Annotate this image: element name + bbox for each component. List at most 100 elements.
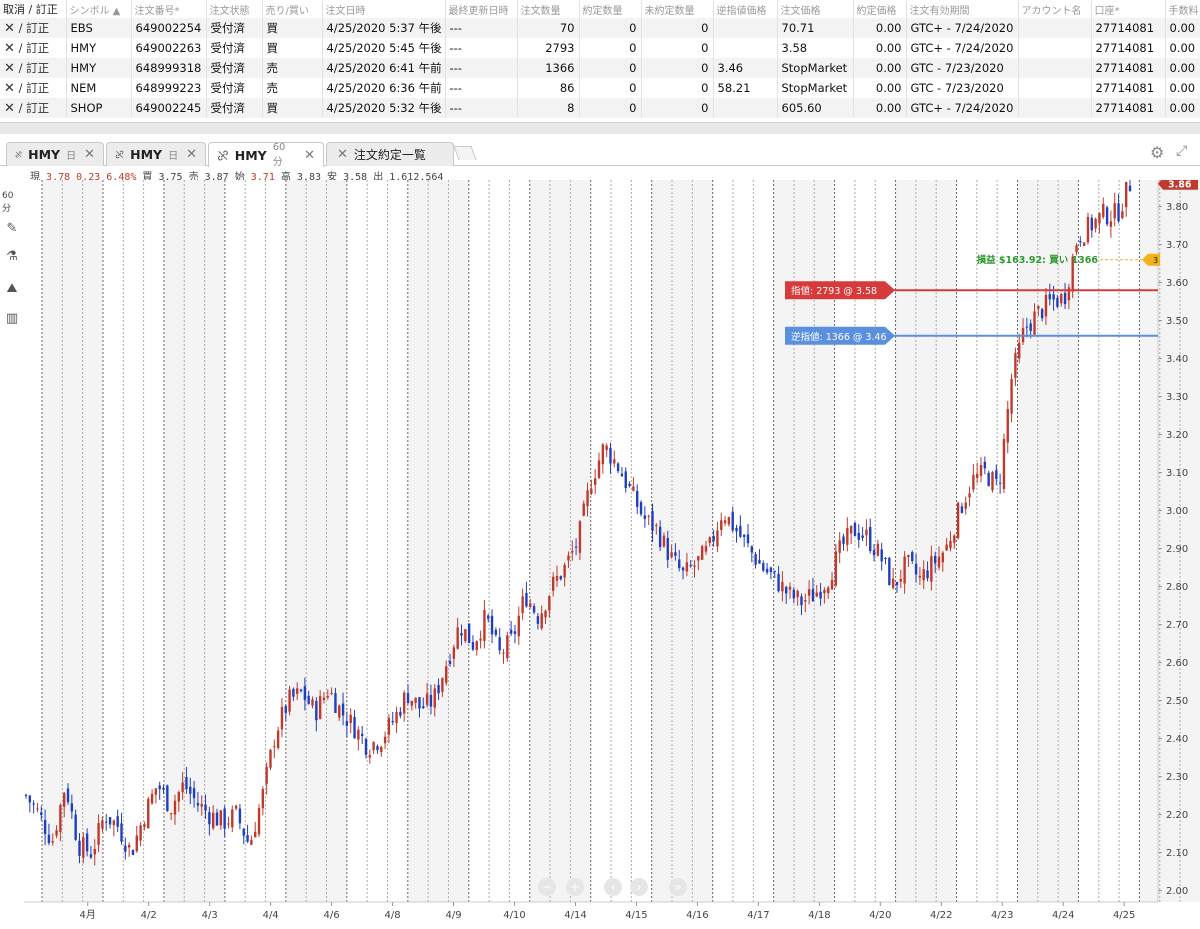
candle-body (945, 544, 948, 551)
col-header-qty[interactable]: 注文数量 (517, 0, 580, 18)
col-header-account-name[interactable]: アカウント名 (1018, 0, 1092, 18)
candle-body (185, 777, 188, 790)
col-header-status[interactable]: 注文状態 (206, 0, 263, 18)
cancel-order-icon[interactable]: ✕ (4, 101, 15, 116)
tab-hmy-daily-2[interactable]: HMY 日 ✕ (106, 142, 206, 166)
cancel-order-icon[interactable]: ✕ (4, 81, 15, 96)
candle-body (861, 535, 864, 538)
candle-body (762, 563, 765, 571)
new-tab-button[interactable] (453, 146, 477, 160)
candle-body (36, 808, 39, 810)
close-icon[interactable]: ✕ (337, 147, 348, 162)
candle-body (1079, 241, 1082, 243)
gear-icon[interactable]: ⚙ (1150, 143, 1165, 162)
edit-order-link[interactable]: / 訂正 (18, 41, 50, 55)
col-header-fee[interactable]: 手数料 (1165, 0, 1200, 18)
candle-body (66, 788, 70, 803)
zoom-out-icon[interactable] (538, 878, 556, 896)
stop-order-tag[interactable] (785, 326, 895, 345)
x-tick-label: 4/24 (1052, 910, 1074, 921)
col-header-symbol[interactable]: シンボル ▲ (66, 0, 132, 18)
candle-body (40, 812, 43, 816)
cell-symbol: EBS (66, 18, 132, 38)
cell-fill-price: 0.00 (853, 38, 907, 58)
candle-body (998, 482, 1002, 484)
candle-body (765, 568, 769, 573)
candle-body (1075, 245, 1078, 253)
candle-body (773, 570, 776, 572)
candle-body (150, 793, 154, 804)
candle-body (563, 564, 566, 578)
cancel-order-icon[interactable]: ✕ (4, 21, 15, 36)
candle-body (1086, 216, 1090, 243)
tab-hmy-60min[interactable]: HMY 60 分 ✕ (208, 142, 324, 168)
col-header-cancel[interactable]: 取消 / 訂正 (0, 0, 67, 18)
col-header-order-no[interactable]: 注文番号* (131, 0, 207, 18)
position-marker[interactable] (1142, 253, 1160, 266)
col-header-unfilled[interactable]: 未約定数量 (641, 0, 714, 18)
col-header-validity[interactable]: 注文有効期間 (906, 0, 1019, 18)
limit-order-tag[interactable] (785, 281, 895, 300)
candle-body (865, 529, 868, 536)
cell-account-name (1018, 98, 1092, 118)
candle-body (834, 551, 838, 586)
table-row[interactable]: ✕ / 訂正 SHOP 649002245 受付済買 4/25/2020 5:32 午後… (0, 98, 1200, 118)
edit-order-link[interactable]: / 訂正 (18, 81, 50, 95)
candle-body (632, 486, 635, 491)
col-header-updated[interactable]: 最終更新日時 (445, 0, 518, 18)
cell-status: 受付済 (206, 78, 263, 98)
table-row[interactable]: ✕ / 訂正 HMY 648999318 受付済売 4/25/2020 6:41 午前 -… (0, 58, 1200, 78)
table-row[interactable]: ✕ / 訂正 EBS 649002254 受付済買 4/25/2020 5:37 午後 -… (0, 18, 1200, 38)
edit-order-link[interactable]: / 訂正 (18, 101, 50, 115)
candle-body (555, 575, 559, 581)
candle-body (1018, 342, 1021, 359)
bar-chart-icon[interactable]: ▥ (5, 310, 19, 326)
table-row[interactable]: ✕ / 訂正 NEM 648999223 受付済売 4/25/2020 6:36 午前 -… (0, 78, 1200, 98)
candle-body (192, 788, 196, 799)
scroll-end-icon[interactable] (669, 878, 687, 896)
panel-splitter[interactable] (0, 122, 1200, 134)
tab-hmy-daily-1[interactable]: HMY 日 ✕ (6, 142, 104, 166)
pen-icon[interactable]: ✎ (6, 220, 18, 236)
scroll-right-icon[interactable] (630, 878, 648, 896)
zoom-out-icon-glyph: − (542, 880, 552, 894)
scroll-left-icon[interactable] (604, 878, 622, 896)
cell-price: 3.58 (777, 38, 854, 58)
candle-body (712, 535, 715, 542)
col-header-fill-price[interactable]: 約定価格 (853, 0, 907, 18)
candle-body (846, 528, 849, 545)
interval-selector[interactable]: 60分 (2, 190, 14, 214)
price-chart[interactable]: 2.00 2.10 2.20 2.30 2.40 2.50 2.60 2.70 2.80 2.90… (0, 180, 1200, 929)
mountain-chart-icon[interactable]: ⛰ (6, 280, 18, 296)
edit-order-link[interactable]: / 訂正 (18, 61, 50, 75)
y-tick-label: 2.50 (1166, 696, 1188, 707)
col-header-side[interactable]: 売り/買い (262, 0, 323, 18)
x-tick-label: 4/14 (564, 910, 586, 921)
cell-account: 27714081 (1091, 78, 1166, 98)
col-header-order-time[interactable]: 注文日時 (322, 0, 446, 18)
col-header-filled[interactable]: 約定数量 (579, 0, 642, 18)
candle-body (322, 697, 326, 701)
candle-body (972, 474, 975, 490)
col-header-order-price[interactable]: 注文価格 (777, 0, 854, 18)
cell-updated: --- (445, 98, 518, 118)
candle-body (1037, 305, 1040, 309)
candle-body (261, 788, 265, 809)
close-icon[interactable]: ✕ (304, 147, 315, 163)
zoom-in-icon[interactable] (566, 878, 584, 896)
price-change: 0.23 (76, 172, 101, 183)
edit-order-link[interactable]: / 訂正 (18, 21, 50, 35)
table-row[interactable]: ✕ / 訂正 HMY 649002263 受付済買 4/25/2020 5:45 午後 -… (0, 38, 1200, 58)
col-header-account[interactable]: 口座* (1091, 0, 1166, 18)
expand-icon[interactable]: ⤢ (1176, 143, 1188, 159)
flask-icon[interactable]: ⚗ (6, 248, 18, 264)
cell-order-no: 649002263 (131, 38, 207, 58)
cancel-order-icon[interactable]: ✕ (4, 61, 15, 76)
col-header-stop-price[interactable]: 逆指値価格 (713, 0, 778, 18)
tab-order-fills[interactable]: ✕ 注文約定一覧 (326, 142, 454, 166)
candle-body (1025, 326, 1029, 328)
candle-body (731, 511, 734, 531)
cancel-order-icon[interactable]: ✕ (4, 41, 15, 56)
close-icon[interactable]: ✕ (186, 147, 197, 162)
close-icon[interactable]: ✕ (84, 147, 95, 162)
